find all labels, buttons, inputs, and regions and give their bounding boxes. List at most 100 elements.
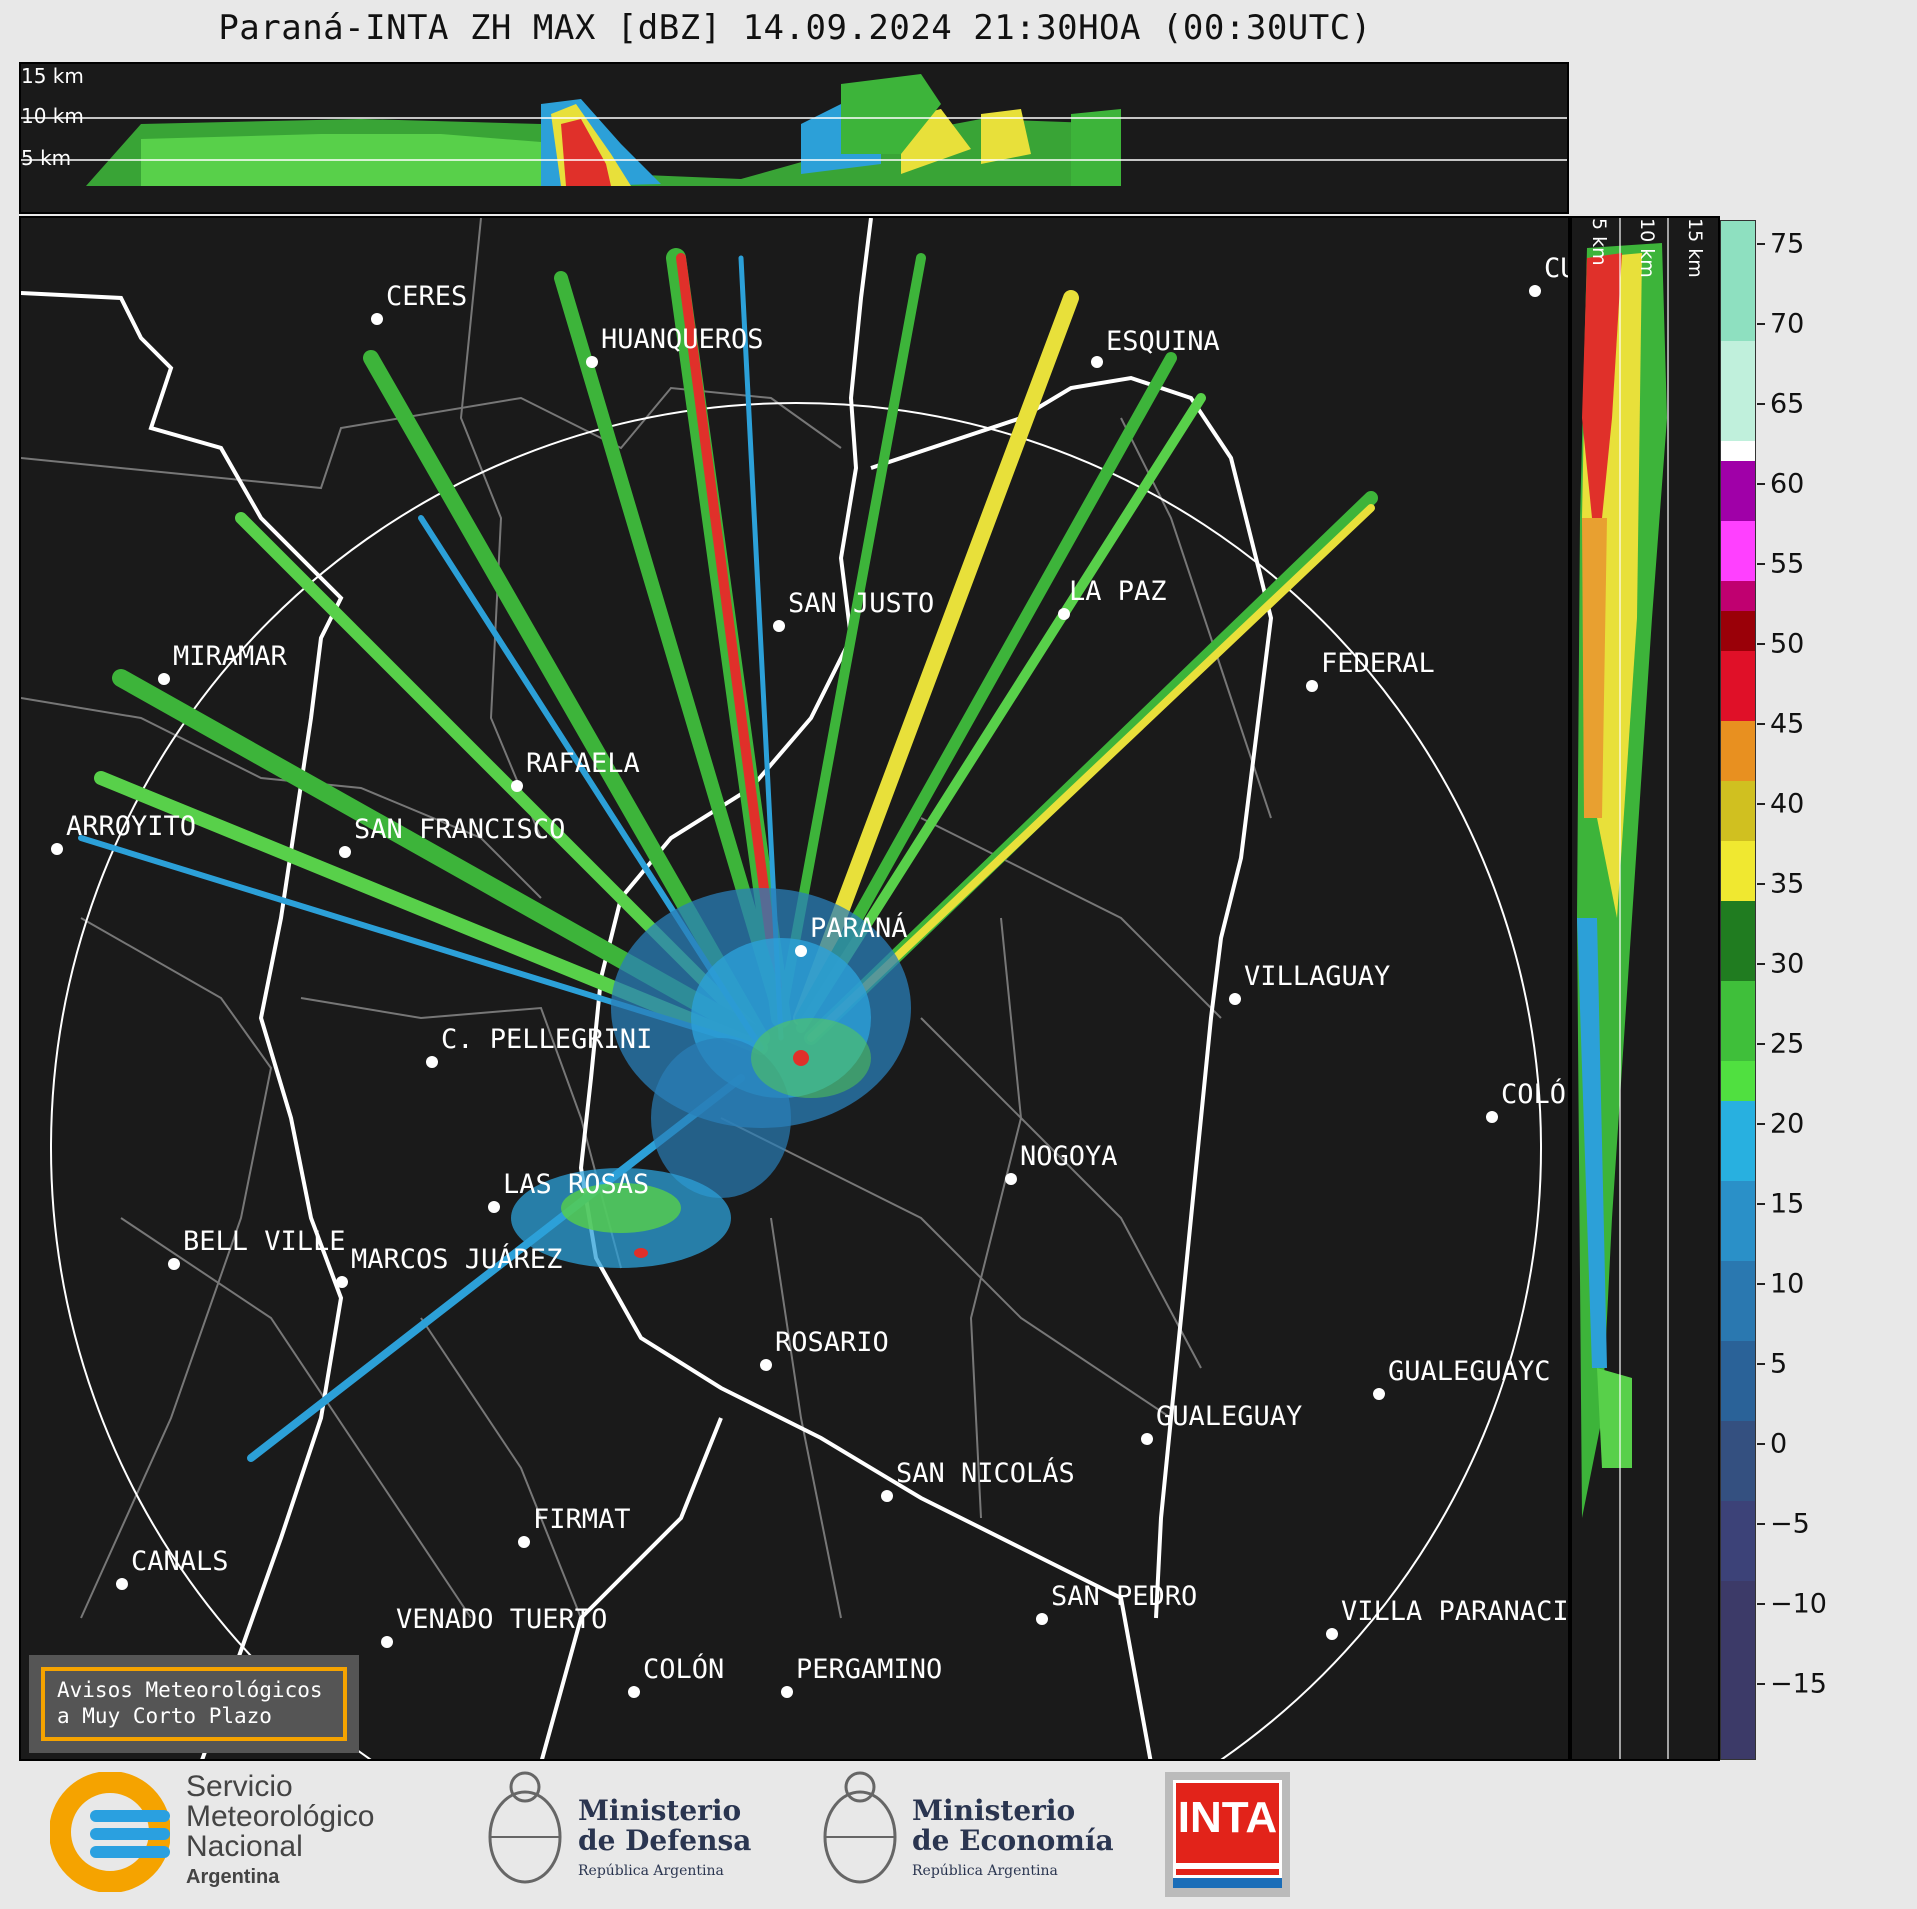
city-parana: PARANÁ bbox=[810, 913, 908, 944]
defensa-line2: de Defensa bbox=[578, 1824, 752, 1857]
map-graphic bbox=[21, 218, 1542, 1759]
city-dot-marcos-juarez bbox=[336, 1276, 348, 1288]
colorbar-label-0: 0 bbox=[1770, 1428, 1788, 1460]
colorbar-label-70: 70 bbox=[1770, 308, 1805, 340]
colorbar-tick-25 bbox=[1757, 1043, 1765, 1045]
city-colo: COLÓ bbox=[1501, 1079, 1567, 1110]
city-san-nicolas: SAN NICOLÁS bbox=[896, 1458, 1075, 1489]
colorbar-tick-60 bbox=[1757, 483, 1765, 485]
inta-text: INTA bbox=[1177, 1793, 1278, 1842]
colorbar-tick-15 bbox=[1757, 1203, 1765, 1205]
colorbar-tick-20 bbox=[1757, 1123, 1765, 1125]
city-rafaela: RAFAELA bbox=[526, 748, 640, 779]
city-firmat: FIRMAT bbox=[533, 1504, 631, 1535]
city-arroyito: ARROYITO bbox=[66, 811, 197, 842]
smn-line3: Nacional bbox=[186, 1830, 303, 1863]
colorbar-label-20: 20 bbox=[1770, 1108, 1805, 1140]
right-cross-section-panel: 5 km 10 km 15 km bbox=[1570, 216, 1720, 1761]
colorbar-tick-65 bbox=[1757, 403, 1765, 405]
economia-line1: Ministerio bbox=[912, 1794, 1076, 1827]
city-dot-ceres bbox=[371, 313, 383, 325]
colorbar-tick-minus10 bbox=[1757, 1603, 1765, 1605]
city-dot-san-francisco bbox=[339, 846, 351, 858]
city-dot-colo bbox=[1486, 1111, 1498, 1123]
map-title: Paraná-INTA ZH MAX [dBZ] 14.09.2024 21:3… bbox=[218, 8, 1372, 48]
colorbar-label-55: 55 bbox=[1770, 548, 1805, 580]
colorbar-tick-75 bbox=[1757, 243, 1765, 245]
city-dot-c-pellegrini bbox=[426, 1056, 438, 1068]
city-gualeguay: GUALEGUAY bbox=[1156, 1401, 1303, 1432]
city-ceres: CERES bbox=[386, 281, 468, 312]
colorbar-label-10: 10 bbox=[1770, 1268, 1805, 1300]
inta-logo: INTA bbox=[1165, 1772, 1290, 1897]
colorbar-tick-35 bbox=[1757, 883, 1765, 885]
city-la-paz: LA PAZ bbox=[1069, 576, 1167, 607]
city-dot-san-pedro bbox=[1036, 1613, 1048, 1625]
city-dot-gualeguay bbox=[1141, 1433, 1153, 1445]
city-nogoya: NOGOYA bbox=[1020, 1141, 1118, 1172]
city-miramar: MIRAMAR bbox=[173, 641, 287, 672]
city-dot-venado-tuerto bbox=[381, 1636, 393, 1648]
colorbar-tick-50 bbox=[1757, 643, 1765, 645]
colorbar-label-75: 75 bbox=[1770, 228, 1805, 260]
city-dot-cu bbox=[1529, 285, 1541, 297]
notice-frame: Avisos Meteorológicos a Muy Corto Plazo bbox=[41, 1667, 347, 1741]
colorbar-tick-5 bbox=[1757, 1363, 1765, 1365]
radar-map[interactable]: CERES HUANQUEROS ESQUINA SAN JUSTO LA PA… bbox=[19, 216, 1570, 1761]
city-dot-villa-paranacito bbox=[1326, 1628, 1338, 1640]
colorbar-label-25: 25 bbox=[1770, 1028, 1805, 1060]
colorbar-tick-minus5 bbox=[1757, 1523, 1765, 1525]
city-canals: CANALS bbox=[131, 1546, 229, 1577]
top-cross-section-graphic bbox=[21, 74, 1567, 186]
colorbar-label-minus5: −5 bbox=[1770, 1508, 1810, 1540]
dbz-colorbar bbox=[1720, 220, 1756, 1760]
city-dot-gualeguaychu bbox=[1373, 1388, 1385, 1400]
city-san-justo: SAN JUSTO bbox=[788, 588, 935, 619]
colorbar-tick-0 bbox=[1757, 1443, 1765, 1445]
city-esquina: ESQUINA bbox=[1106, 326, 1220, 357]
city-bell-ville: BELL VILLE bbox=[183, 1226, 346, 1257]
right-label-10km: 10 km bbox=[1636, 218, 1658, 278]
colorbar-label-minus10: −10 bbox=[1770, 1588, 1827, 1620]
colorbar-tick-40 bbox=[1757, 803, 1765, 805]
colorbar-tick-30 bbox=[1757, 963, 1765, 965]
city-colon: COLÓN bbox=[643, 1654, 725, 1685]
city-marcos-juarez: MARCOS JUÁREZ bbox=[351, 1244, 563, 1275]
notice-line2: a Muy Corto Plazo bbox=[57, 1704, 272, 1728]
colorbar-tick-70 bbox=[1757, 323, 1765, 325]
right-cross-section-graphic bbox=[1577, 218, 1669, 1759]
city-dot-colon bbox=[628, 1686, 640, 1698]
right-label-15km: 15 km bbox=[1684, 218, 1706, 278]
notice-box: Avisos Meteorológicos a Muy Corto Plazo bbox=[29, 1655, 359, 1753]
city-dot-firmat bbox=[518, 1536, 530, 1548]
city-dot-arroyito bbox=[51, 843, 63, 855]
city-dot-rosario bbox=[760, 1359, 772, 1371]
smn-line4: Argentina bbox=[186, 1866, 280, 1888]
top-label-10km: 10 km bbox=[21, 104, 84, 128]
defensa-line1: Ministerio bbox=[578, 1794, 742, 1827]
city-dot-huanqueros bbox=[586, 356, 598, 368]
smn-line1: Servicio bbox=[186, 1770, 293, 1803]
city-rosario: ROSARIO bbox=[775, 1327, 889, 1358]
colorbar-label-65: 65 bbox=[1770, 388, 1805, 420]
colorbar-label-minus15: −15 bbox=[1770, 1668, 1827, 1700]
smn-line2: Meteorológico bbox=[186, 1800, 375, 1833]
city-dot-pergamino bbox=[781, 1686, 793, 1698]
city-dot-la-paz bbox=[1058, 608, 1070, 620]
city-villaguay: VILLAGUAY bbox=[1244, 961, 1391, 992]
city-dot-bell-ville bbox=[168, 1258, 180, 1270]
smn-logo-icon bbox=[50, 1772, 170, 1892]
colorbar-label-30: 30 bbox=[1770, 948, 1805, 980]
colorbar-tick-10 bbox=[1757, 1283, 1765, 1285]
city-villa-paranacito: VILLA PARANACIT bbox=[1341, 1596, 1570, 1627]
range-ring bbox=[50, 402, 1542, 1759]
economia-line2: de Economía bbox=[912, 1824, 1114, 1857]
top-cross-section-panel: 15 km 10 km 5 km bbox=[19, 62, 1569, 214]
city-dot-parana bbox=[795, 945, 807, 957]
city-san-francisco: SAN FRANCISCO bbox=[354, 814, 566, 845]
colorbar-tick-45 bbox=[1757, 723, 1765, 725]
top-label-5km: 5 km bbox=[21, 146, 72, 170]
argentina-shield-icon-2 bbox=[823, 1771, 897, 1884]
city-c-pellegrini: C. PELLEGRINI bbox=[441, 1024, 653, 1055]
city-dot-rafaela bbox=[511, 780, 523, 792]
